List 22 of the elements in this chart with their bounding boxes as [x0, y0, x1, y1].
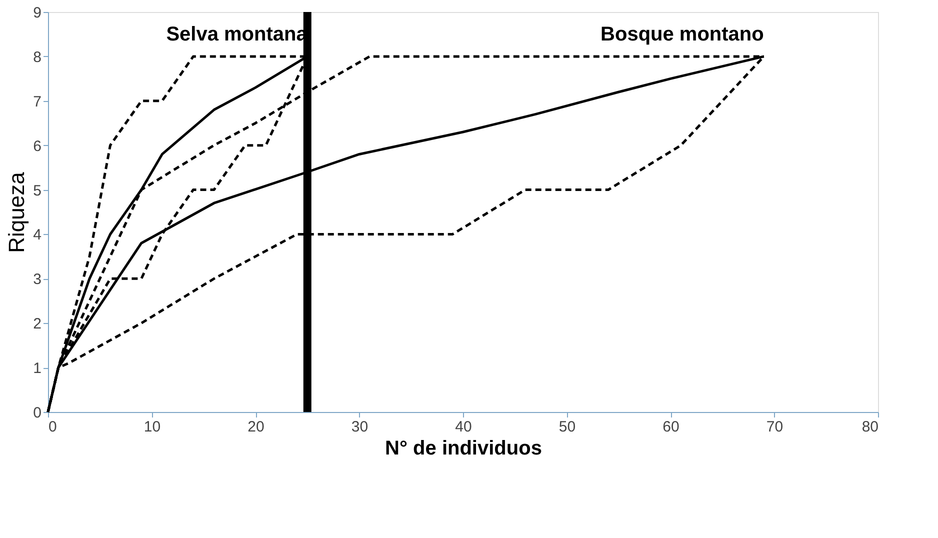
- x-tick-label: 10: [144, 418, 161, 436]
- x-tick-label: 70: [766, 418, 784, 436]
- x-tick-label: 50: [558, 418, 576, 436]
- x-axis-title: N° de individuos: [385, 438, 542, 460]
- x-tick-label: 60: [662, 418, 680, 436]
- y-tick-label: 3: [33, 271, 42, 288]
- y-tick-label: 9: [33, 4, 42, 22]
- annotation: Bosque montano: [600, 23, 764, 46]
- x-tick-label: 80: [862, 418, 878, 436]
- y-tick-label: 2: [33, 316, 42, 333]
- y-tick-label: 1: [33, 360, 42, 378]
- y-tick-label: 7: [33, 93, 42, 110]
- y-tick-label: 6: [33, 138, 42, 155]
- y-tick-label: 8: [33, 48, 42, 66]
- y-tick-label: 4: [33, 226, 42, 244]
- y-tick-label: 5: [33, 182, 42, 200]
- x-tick-label: 20: [248, 418, 264, 436]
- y-axis-title: Riqueza: [4, 171, 30, 253]
- x-tick-label: 30: [351, 418, 368, 436]
- x-tick-label: 40: [455, 418, 472, 436]
- y-tick-label: 0: [33, 404, 42, 422]
- x-tick-label: 0: [48, 418, 57, 436]
